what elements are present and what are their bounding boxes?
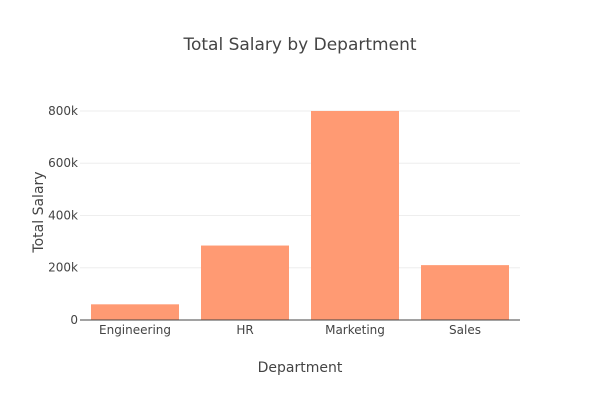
y-axis-ticks: 0 200k 400k 600k 800k [48,104,78,327]
chart-title: Total Salary by Department [182,35,416,55]
y-tick-label: 0 [70,313,78,327]
y-tick-label: 600k [48,156,78,170]
x-axis-title: Department [258,360,343,376]
y-tick-label: 800k [48,104,78,118]
x-tick-label: HR [236,323,253,337]
bar-engineering [91,304,179,320]
bar-sales [421,265,509,320]
gridlines [80,110,520,269]
y-tick-label: 200k [48,261,78,275]
bar-marketing [311,110,399,320]
bars [91,110,509,320]
x-tick-label: Sales [449,323,481,337]
bar-hr [201,245,289,320]
x-axis-ticks: Engineering HR Marketing Sales [99,323,481,337]
x-tick-label: Marketing [325,323,385,337]
y-axis-title: Total Salary [31,171,47,253]
x-tick-label: Engineering [99,323,171,337]
y-tick-label: 400k [48,208,78,222]
